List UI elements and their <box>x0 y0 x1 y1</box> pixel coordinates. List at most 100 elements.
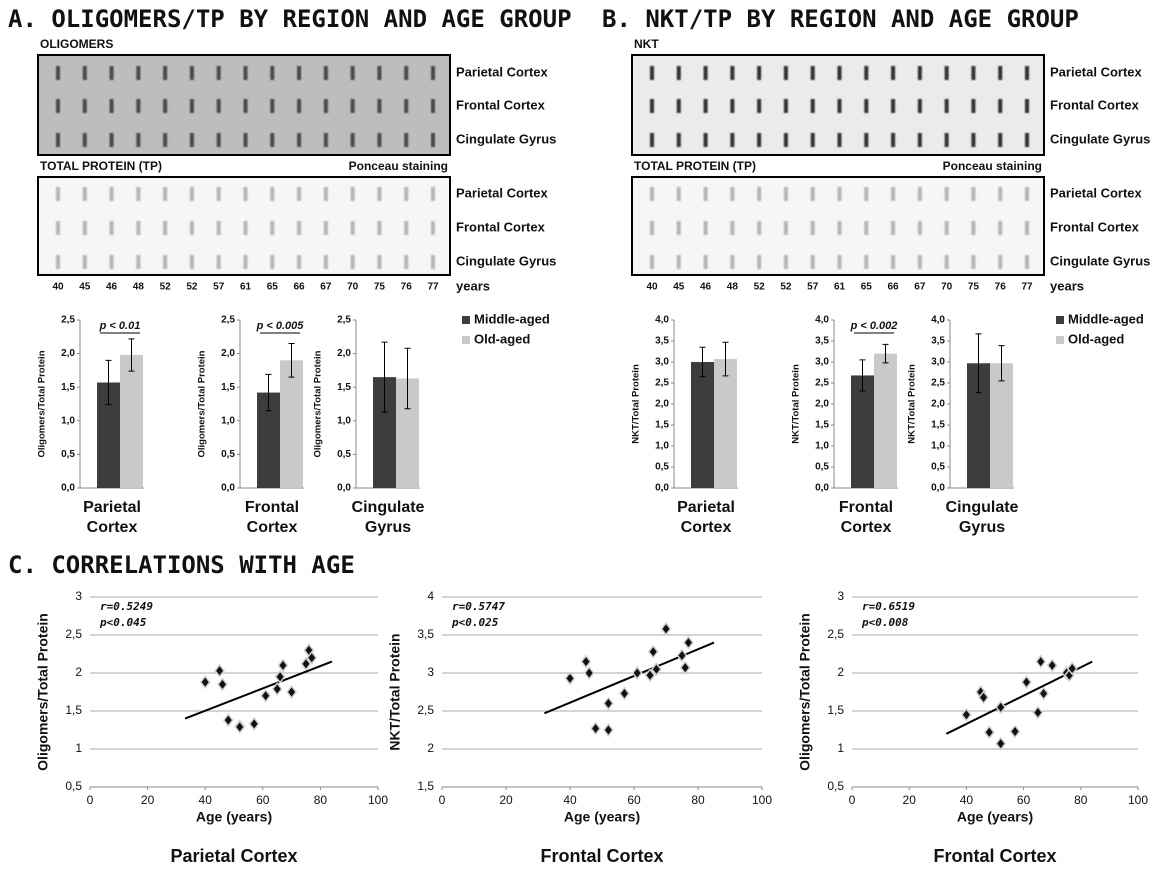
blot-band <box>190 187 194 201</box>
blot-band <box>650 255 654 269</box>
blot-band <box>918 221 922 235</box>
blot-band <box>730 99 734 113</box>
trend-line <box>185 662 332 719</box>
scatter-point <box>1037 657 1044 666</box>
age-label: 57 <box>807 282 819 293</box>
blot-band <box>83 99 87 113</box>
y-tick-label: 1,5 <box>815 420 829 431</box>
scatter-point <box>303 659 310 668</box>
bar <box>120 355 143 488</box>
x-tick-label: 60 <box>1017 793 1031 807</box>
blot-band <box>163 133 167 147</box>
x-tick-label: 0 <box>849 793 856 807</box>
staining-label: Ponceau staining <box>943 159 1042 173</box>
y-tick-label: 0,5 <box>815 462 829 473</box>
blot-band <box>110 221 114 235</box>
scatter-point <box>963 710 970 719</box>
y-tick-label: 2 <box>837 665 844 679</box>
age-label: 76 <box>995 282 1007 293</box>
legend-label: Old-aged <box>1068 331 1124 346</box>
blot-band <box>217 99 221 113</box>
blot-band <box>56 255 60 269</box>
y-tick-label: 3,0 <box>655 357 669 368</box>
blot-band <box>404 66 408 80</box>
y-tick-label: 2,5 <box>655 378 669 389</box>
chart-title: Parietal Cortex <box>170 846 297 866</box>
blot-band <box>838 66 842 80</box>
blot-band <box>351 187 355 201</box>
blot-label: TOTAL PROTEIN (TP) <box>634 159 756 173</box>
region-label: Cingulate Gyrus <box>456 131 556 146</box>
category-label: Frontal Cortex <box>818 498 914 538</box>
blot-band <box>244 221 248 235</box>
blot-band <box>971 99 975 113</box>
blot-band <box>163 187 167 201</box>
blot-band <box>811 99 815 113</box>
y-tick-label: 3,5 <box>931 336 945 347</box>
y-tick-label: 1,5 <box>417 779 434 793</box>
legend-swatch <box>462 316 470 324</box>
blot-band <box>1025 66 1029 80</box>
blot-band <box>811 187 815 201</box>
x-axis-label: Age (years) <box>564 809 640 825</box>
blot-band <box>404 255 408 269</box>
blot-band <box>811 255 815 269</box>
y-axis-label: NKT/Total Protein <box>791 364 802 444</box>
x-tick-label: 100 <box>1128 793 1148 807</box>
age-label: 52 <box>186 282 198 293</box>
region-label: Cingulate Gyrus <box>1050 131 1150 146</box>
y-tick-label: 1,0 <box>815 441 829 452</box>
scatter-point <box>308 653 315 662</box>
scatter-point <box>997 739 1004 748</box>
y-tick-label: 2,0 <box>655 399 669 410</box>
section-title: C. CORRELATIONS WITH AGE <box>8 551 355 579</box>
blot-band <box>891 255 895 269</box>
figure-canvas: A. OLIGOMERS/TP BY REGION AND AGE GROUPO… <box>0 0 1162 870</box>
blot-band <box>190 133 194 147</box>
age-label: 67 <box>914 282 926 293</box>
age-label: 40 <box>646 282 658 293</box>
y-tick-label: 2,5 <box>337 315 351 326</box>
scatter-point <box>621 689 628 698</box>
scatter-point <box>1069 664 1076 673</box>
blot-band <box>730 133 734 147</box>
category-label: Cingulate Gyrus <box>934 498 1030 538</box>
blot-band <box>864 133 868 147</box>
significance-label: p < 0.002 <box>850 320 898 332</box>
y-tick-label: 1 <box>75 741 82 755</box>
blot-band <box>324 255 328 269</box>
blot-band <box>404 187 408 201</box>
scatter-point <box>583 657 590 666</box>
bar <box>280 360 303 488</box>
blot-band <box>864 99 868 113</box>
age-label: 76 <box>401 282 413 293</box>
y-tick-label: 2,0 <box>931 399 945 410</box>
scatter-point <box>586 669 593 678</box>
blot-band <box>377 255 381 269</box>
blot-band <box>351 99 355 113</box>
y-tick-label: 1,5 <box>931 420 945 431</box>
blot-band <box>650 133 654 147</box>
bar <box>990 363 1013 488</box>
y-tick-label: 0,5 <box>655 462 669 473</box>
y-tick-label: 0,5 <box>931 462 945 473</box>
y-tick-label: 1,5 <box>337 382 351 393</box>
blot-band <box>56 99 60 113</box>
blot-band <box>677 221 681 235</box>
blot-band <box>431 66 435 80</box>
bar <box>851 375 874 488</box>
blot-band <box>838 187 842 201</box>
blot-band <box>998 66 1002 80</box>
y-tick-label: 0,0 <box>221 483 235 494</box>
y-tick-label: 2,5 <box>65 627 82 641</box>
y-tick-label: 0,0 <box>931 483 945 494</box>
age-label: 67 <box>320 282 332 293</box>
blot-band <box>677 133 681 147</box>
y-axis-label: Oligomers/Total Protein <box>797 613 813 771</box>
age-label: 45 <box>673 282 685 293</box>
y-tick-label: 3,0 <box>815 357 829 368</box>
scatter-point <box>236 722 243 731</box>
blot-band <box>324 66 328 80</box>
stat-annotation: p<0.008 <box>861 616 909 629</box>
blot-band <box>431 133 435 147</box>
